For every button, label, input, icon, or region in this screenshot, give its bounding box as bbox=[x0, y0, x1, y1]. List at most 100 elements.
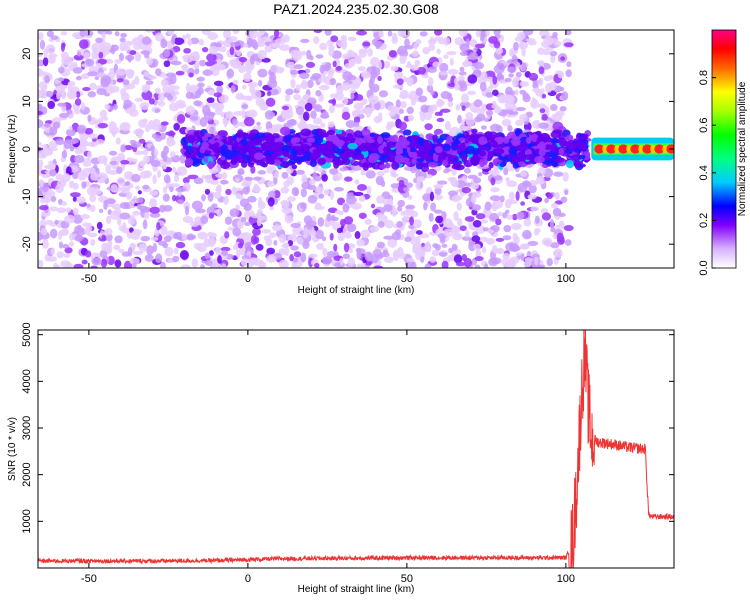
heatmap-cell bbox=[433, 30, 443, 36]
heatmap-cell bbox=[499, 162, 507, 168]
heatmap-cell bbox=[56, 207, 67, 214]
heatmap-cell bbox=[559, 87, 565, 92]
heatmap-cell bbox=[493, 30, 501, 36]
heatmap-cell bbox=[503, 224, 512, 233]
heatmap-cell bbox=[271, 224, 283, 232]
heatmap-cell bbox=[519, 89, 527, 95]
heatmap-cell bbox=[442, 143, 451, 152]
heatmap-cell bbox=[56, 180, 66, 188]
heatmap-cell bbox=[492, 199, 504, 209]
heatmap-cell bbox=[270, 64, 280, 73]
heatmap-cell bbox=[87, 141, 98, 147]
heatmap-cell bbox=[57, 77, 65, 82]
heatmap-cell bbox=[112, 103, 118, 111]
heatmap-cell bbox=[289, 148, 298, 156]
heatmap-cell bbox=[60, 260, 71, 268]
heatmap-cell bbox=[411, 50, 419, 58]
heatmap-cell bbox=[225, 188, 232, 196]
heatmap-cell bbox=[339, 167, 349, 172]
heatmap-cell bbox=[329, 232, 334, 241]
heatmap-cell bbox=[256, 121, 261, 126]
heatmap-cell bbox=[55, 173, 63, 181]
heatmap-cell bbox=[95, 37, 103, 44]
y-tick-label: -10 bbox=[21, 189, 33, 205]
heatmap-cell bbox=[344, 62, 353, 69]
heatmap-cell bbox=[475, 30, 481, 38]
heatmap-cell bbox=[120, 185, 128, 194]
heatmap-cell bbox=[175, 241, 186, 249]
heatmap-cell bbox=[560, 196, 568, 204]
heatmap-cell bbox=[60, 51, 69, 60]
heatmap-cell bbox=[402, 76, 407, 82]
heatmap-cell bbox=[566, 61, 572, 68]
heatmap-cell bbox=[430, 202, 437, 212]
heatmap-cell bbox=[406, 60, 411, 68]
heatmap-cell bbox=[451, 195, 461, 203]
heatmap-cell bbox=[326, 129, 336, 136]
heatmap-cell bbox=[163, 204, 173, 212]
heatmap-cell bbox=[368, 95, 379, 105]
heatmap-cell bbox=[315, 229, 324, 240]
heatmap-cell bbox=[465, 60, 473, 67]
heatmap-cell bbox=[502, 235, 512, 241]
heatmap-cell bbox=[519, 171, 528, 178]
heatmap-cell bbox=[149, 190, 159, 196]
heatmap-cell bbox=[434, 111, 441, 116]
heatmap-cell bbox=[90, 171, 99, 181]
heatmap-cell bbox=[491, 103, 499, 109]
heatmap-cell bbox=[502, 212, 508, 219]
heatmap-cell bbox=[509, 256, 520, 264]
heatmap-cell bbox=[293, 137, 301, 143]
heatmap-cell bbox=[109, 85, 120, 93]
heatmap-cell bbox=[173, 37, 185, 45]
heatmap-cell bbox=[307, 194, 318, 204]
heatmap-cell bbox=[114, 259, 122, 268]
heatmap-cell bbox=[237, 145, 247, 154]
heatmap-cell bbox=[113, 244, 121, 251]
heatmap-cell bbox=[452, 135, 461, 142]
heatmap-cell bbox=[182, 215, 194, 224]
heatmap-cell bbox=[268, 190, 276, 199]
heatmap-cell bbox=[514, 36, 523, 42]
heatmap-cell bbox=[183, 47, 192, 54]
heatmap-cell bbox=[286, 176, 294, 186]
heatmap-cell bbox=[432, 61, 441, 68]
heatmap-cell bbox=[464, 216, 475, 222]
heatmap-cell bbox=[47, 146, 58, 152]
heatmap-cell bbox=[38, 205, 49, 211]
heatmap-cell bbox=[508, 191, 515, 201]
heatmap-cell bbox=[461, 236, 472, 241]
heatmap-cell bbox=[154, 135, 163, 142]
heatmap-cell bbox=[327, 121, 335, 128]
heatmap-cell bbox=[134, 52, 142, 62]
heatmap-cell bbox=[553, 112, 562, 123]
heatmap-cell bbox=[321, 110, 329, 119]
heatmap-cell bbox=[541, 237, 553, 246]
heatmap-cell bbox=[416, 66, 427, 75]
heatmap-cell bbox=[457, 114, 462, 124]
heatmap-cell bbox=[66, 109, 73, 115]
heatmap-cell bbox=[204, 259, 213, 267]
heatmap-cell bbox=[128, 183, 134, 189]
heatmap-cell bbox=[436, 137, 444, 144]
heatmap-cell bbox=[488, 162, 494, 169]
heatmap-cell bbox=[458, 30, 468, 37]
heatmap-cell bbox=[118, 52, 125, 62]
heatmap-cell bbox=[312, 171, 317, 181]
heatmap-cell bbox=[215, 246, 222, 256]
heatmap-cell bbox=[296, 169, 305, 175]
heatmap-cell bbox=[427, 161, 438, 168]
heatmap-cell bbox=[87, 167, 96, 173]
heatmap-cell bbox=[279, 126, 291, 136]
heatmap-cell bbox=[467, 174, 478, 180]
heatmap-cell bbox=[553, 171, 564, 177]
heatmap-cell bbox=[163, 174, 171, 184]
heatmap-cell bbox=[100, 258, 108, 268]
heatmap-cell bbox=[377, 75, 382, 82]
heatmap-cell bbox=[429, 256, 437, 263]
heatmap-cell bbox=[163, 235, 172, 243]
heatmap-cell bbox=[326, 213, 332, 222]
heatmap-cell bbox=[158, 240, 167, 246]
heatmap-cell bbox=[44, 220, 54, 225]
